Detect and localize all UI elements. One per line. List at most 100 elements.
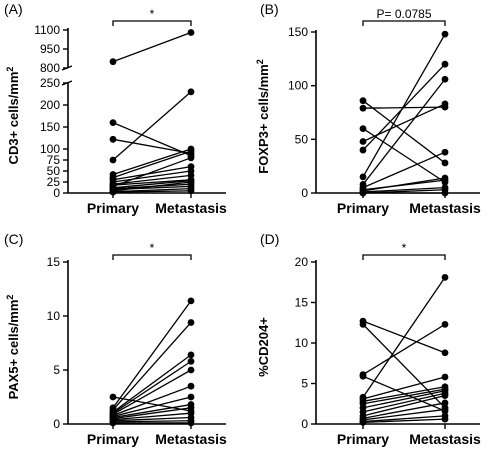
data-point-metastasis bbox=[441, 415, 449, 423]
data-point-metastasis bbox=[187, 147, 195, 155]
x-category-label: Metastasis bbox=[155, 431, 227, 447]
y-tick-label: 20 bbox=[295, 255, 309, 269]
paired-line bbox=[112, 300, 192, 409]
paired-line bbox=[112, 122, 192, 157]
data-point-metastasis bbox=[187, 178, 195, 186]
paired-line bbox=[362, 418, 446, 424]
y-tick-label: 800 bbox=[40, 61, 60, 75]
paired-line bbox=[112, 403, 192, 419]
x-category-label: Primary bbox=[87, 200, 139, 216]
x-category-label: Primary bbox=[337, 200, 389, 216]
paired-line bbox=[112, 174, 192, 185]
y-axis-title: FOXP3+ cells/mm2 bbox=[255, 59, 271, 174]
data-point-metastasis bbox=[187, 154, 195, 162]
y-tick-label: 0 bbox=[301, 417, 308, 431]
paired-line bbox=[112, 354, 192, 413]
paired-line bbox=[112, 396, 192, 412]
data-point-metastasis bbox=[187, 366, 195, 374]
paired-line bbox=[362, 128, 446, 183]
paired-line bbox=[362, 323, 446, 376]
y-axis-title: CD3+ cells/mm2 bbox=[5, 67, 21, 165]
paired-line bbox=[112, 148, 192, 176]
data-point-primary bbox=[359, 173, 367, 181]
data-point-metastasis bbox=[441, 30, 449, 38]
paired-line bbox=[112, 150, 192, 179]
data-point-metastasis bbox=[187, 297, 195, 305]
data-point-primary bbox=[109, 135, 117, 143]
paired-line bbox=[362, 33, 446, 178]
y-tick-label: 250 bbox=[40, 76, 60, 90]
x-category-label: Metastasis bbox=[409, 200, 481, 216]
data-point-metastasis bbox=[441, 392, 449, 400]
significance-label: P= 0.0785 bbox=[376, 7, 431, 21]
paired-line bbox=[112, 157, 192, 188]
data-point-primary bbox=[359, 125, 367, 132]
data-point-metastasis bbox=[187, 357, 195, 365]
data-point-primary bbox=[359, 138, 367, 145]
data-point-metastasis bbox=[441, 273, 449, 281]
paired-line bbox=[112, 190, 192, 193]
data-point-metastasis bbox=[187, 404, 195, 412]
y-tick-label: 100 bbox=[40, 142, 60, 156]
paired-line bbox=[362, 386, 446, 402]
paired-line bbox=[112, 181, 192, 192]
y-tick-label: 1100 bbox=[34, 23, 60, 37]
paired-line bbox=[362, 390, 446, 409]
data-point-metastasis bbox=[441, 349, 449, 357]
panel-label: (C) bbox=[4, 231, 23, 247]
data-point-metastasis bbox=[441, 100, 449, 108]
y-tick-label: 5 bbox=[53, 363, 60, 377]
paired-line bbox=[362, 408, 446, 421]
y-tick-label: 5 bbox=[301, 377, 308, 391]
data-point-metastasis bbox=[441, 320, 449, 328]
data-point-metastasis bbox=[187, 29, 195, 36]
data-point-metastasis bbox=[187, 382, 195, 390]
panel-d: (D) %CD204+ 0 5 10 15 20 Primary Metastasis * bbox=[256, 231, 481, 447]
panel-label: (B) bbox=[260, 1, 279, 17]
paired-line bbox=[362, 151, 446, 189]
y-tick-label: 50 bbox=[47, 164, 61, 178]
data-point-primary bbox=[359, 146, 367, 154]
data-point-metastasis bbox=[441, 159, 449, 167]
x-category-label: Metastasis bbox=[155, 200, 227, 216]
y-tick-label: 0 bbox=[53, 186, 60, 200]
data-point-primary bbox=[359, 418, 367, 426]
paired-line bbox=[112, 412, 192, 421]
panel-label: (A) bbox=[4, 1, 23, 17]
paired-line bbox=[362, 78, 446, 185]
paired-line bbox=[362, 63, 446, 151]
paired-line bbox=[112, 187, 192, 193]
paired-line bbox=[362, 277, 446, 398]
paired-line bbox=[112, 322, 192, 411]
y-axis-title: %CD204+ bbox=[256, 317, 271, 377]
significance-label: * bbox=[402, 241, 407, 255]
paired-line bbox=[112, 407, 192, 420]
data-point-metastasis bbox=[441, 189, 449, 197]
paired-line bbox=[362, 376, 446, 400]
data-point-metastasis bbox=[187, 187, 195, 195]
y-tick-label: 15 bbox=[295, 296, 309, 310]
data-point-primary bbox=[109, 393, 117, 401]
data-point-metastasis bbox=[441, 174, 449, 182]
significance-bracket bbox=[112, 20, 192, 26]
paired-line bbox=[112, 180, 192, 189]
data-point-primary bbox=[109, 156, 117, 164]
y-tick-label: 10 bbox=[47, 309, 61, 323]
data-point-metastasis bbox=[187, 419, 195, 427]
paired-line bbox=[362, 177, 446, 192]
panel-b: (B) FOXP3+ cells/mm2 0 50 100 150 Primary Metas… bbox=[255, 1, 481, 216]
data-point-primary bbox=[359, 97, 367, 105]
y-tick-label: 200 bbox=[40, 98, 60, 112]
data-point-primary bbox=[359, 372, 367, 380]
paired-line bbox=[112, 179, 192, 186]
paired-line bbox=[362, 388, 446, 405]
paired-line bbox=[112, 170, 192, 183]
data-point-primary bbox=[359, 320, 367, 328]
paired-line bbox=[112, 138, 192, 155]
paired-line bbox=[362, 415, 446, 423]
paired-line bbox=[362, 402, 446, 419]
significance-bracket bbox=[362, 254, 446, 260]
y-tick-label: 15 bbox=[47, 255, 61, 269]
